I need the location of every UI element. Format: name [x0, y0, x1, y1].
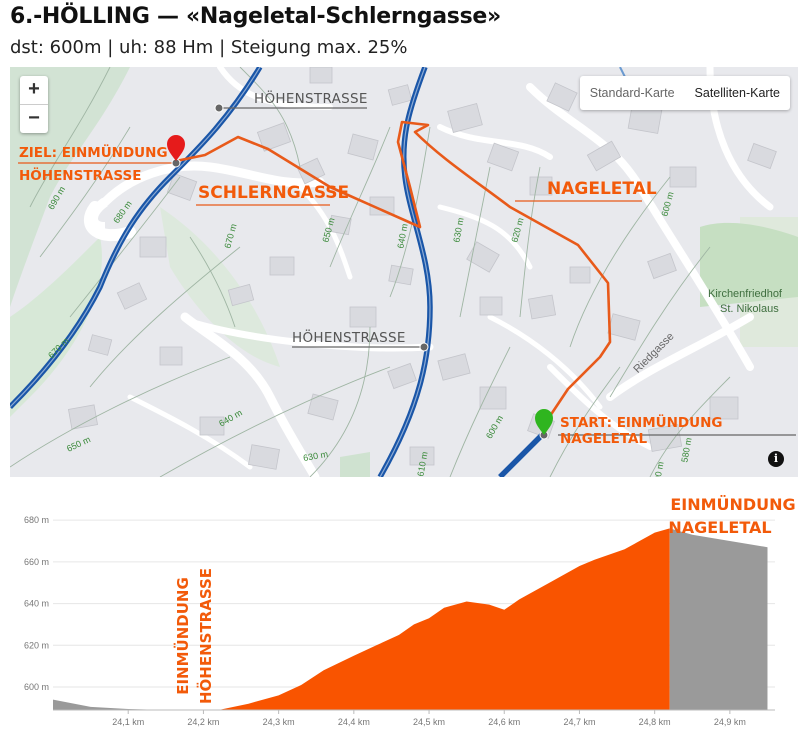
annotation-start-line1: EINMÜNDUNG — [670, 495, 795, 514]
map-type-standard-button[interactable]: Standard-Karte — [589, 86, 675, 100]
x-tick-label: 24,8 km — [639, 717, 671, 727]
profile-series-area — [218, 528, 670, 710]
x-tick-label: 24,2 km — [187, 717, 219, 727]
elevation-chart: 680 m 660 m 640 m 620 m 600 m 24,1 km 24,2 km 2… — [24, 495, 796, 727]
y-tick-label: 660 m — [24, 557, 49, 567]
x-tick-label: 24,5 km — [413, 717, 445, 727]
annotation-end-line2: HÖHENSTRASSE — [196, 568, 215, 704]
zoom-out-button[interactable]: − — [20, 104, 48, 133]
y-tick-label: 640 m — [24, 599, 49, 609]
zoom-in-button[interactable]: + — [28, 78, 40, 100]
route-title: 6.-HÖLLING — «Nagele­tal-Schlerngasse» — [10, 4, 501, 29]
finish-marker[interactable] — [167, 135, 185, 161]
map-canvas — [10, 67, 798, 477]
x-tick-label: 24,9 km — [714, 717, 746, 727]
info-icon[interactable]: i — [768, 451, 784, 467]
route-map[interactable]: 690 m 680 m 670 m 650 m 640 m 630 m 620 … — [10, 67, 798, 477]
finish-label: ZIEL: EINMÜNDUNG — [19, 145, 168, 161]
x-tick-label: 24,6 km — [488, 717, 520, 727]
poi-friedhof: Kirchenfriedhof — [708, 288, 782, 300]
annotation-start-line2: NAGELETAL — [668, 518, 771, 537]
road-label-hoehenstrasse: HÖHENSTRASSE — [254, 91, 368, 107]
map-type-switcher: Standard-Karte Satelliten-Karte — [579, 76, 790, 110]
poi-friedhof-sub: St. Nikolaus — [720, 303, 779, 315]
x-tick-label: 24,3 km — [263, 717, 295, 727]
start-label: START: EINMÜNDUNG NAGELETAL — [560, 415, 723, 447]
map-type-satellite-button[interactable]: Satelliten-Karte — [694, 86, 780, 100]
street-label-nageletal: NAGELETAL — [547, 179, 657, 199]
x-tick-label: 24,1 km — [112, 717, 144, 727]
elevation-profile: 680 m 660 m 640 m 620 m 600 m 24,1 km 24,2 km 2… — [0, 490, 807, 739]
x-tick-label: 24,4 km — [338, 717, 370, 727]
annotation-end-line1: EINMÜNDUNG — [173, 577, 192, 695]
road-label-hoehenstrasse: HÖHENSTRASSE — [292, 330, 406, 346]
profile-series-area — [669, 528, 768, 710]
y-tick-label: 600 m — [24, 682, 49, 692]
x-tick-label: 24,7 km — [563, 717, 595, 727]
street-label-schlerngasse: SCHLERNGASSE — [198, 183, 350, 203]
y-tick-label: 620 m — [24, 640, 49, 650]
zoom-control: + − — [20, 76, 48, 133]
finish-label-sub: HÖHENSTRASSE — [19, 168, 142, 184]
route-subtitle: dst: 600m | uh: 88 Hm | Steigung max. 25… — [10, 37, 408, 58]
y-tick-label: 680 m — [24, 515, 49, 525]
start-marker[interactable] — [535, 409, 553, 435]
profile-series-area — [53, 699, 219, 710]
